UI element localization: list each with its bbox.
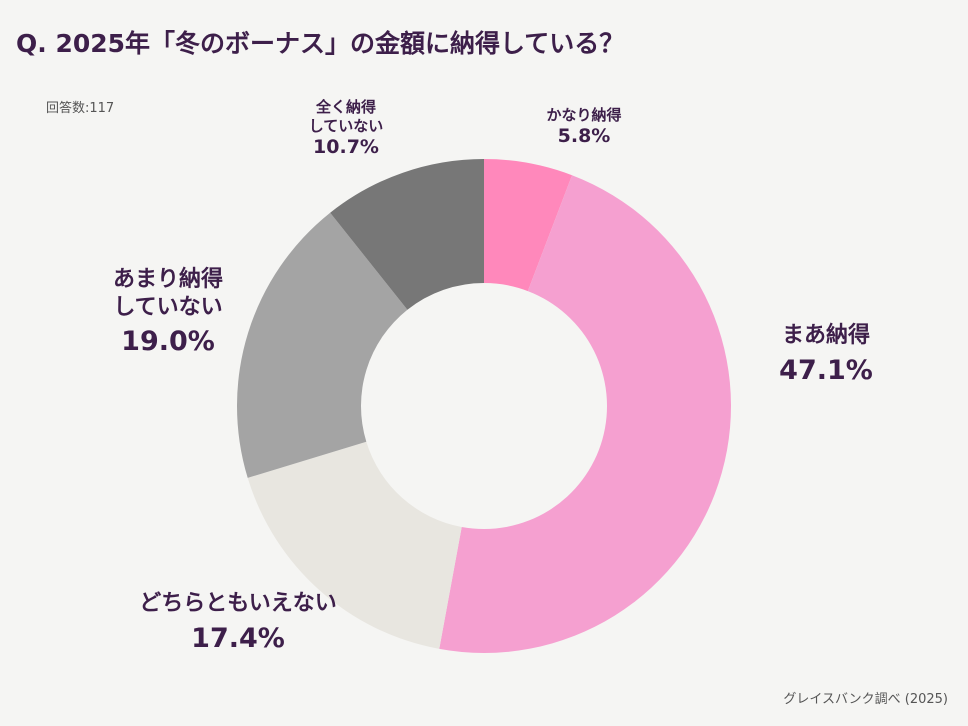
donut-slice-2	[247, 441, 462, 649]
label-amari-nattoku-shiteinai: あまり納得 していない 19.0%	[112, 267, 224, 357]
source-note: グレイスバンク調べ (2025)	[783, 692, 948, 707]
donut-slice-4	[330, 159, 484, 310]
label-mattaku-nattoku-shiteinai: 全く納得 していない 10.7%	[308, 98, 384, 158]
donut-slice-1	[439, 175, 731, 653]
label-dochira-tomo-ienai: どちらともいえない 17.4%	[139, 591, 337, 654]
donut-slice-3	[237, 212, 408, 478]
label-maa-nattoku: まあ納得 47.1%	[779, 323, 873, 386]
respondent-count: 回答数:117	[46, 101, 115, 116]
chart-title: Q. 2025年「冬のボーナス」の金額に納得している？	[16, 29, 625, 58]
label-kanari-nattoku: かなり納得 5.8%	[546, 106, 622, 147]
donut-slice-0	[484, 159, 573, 292]
